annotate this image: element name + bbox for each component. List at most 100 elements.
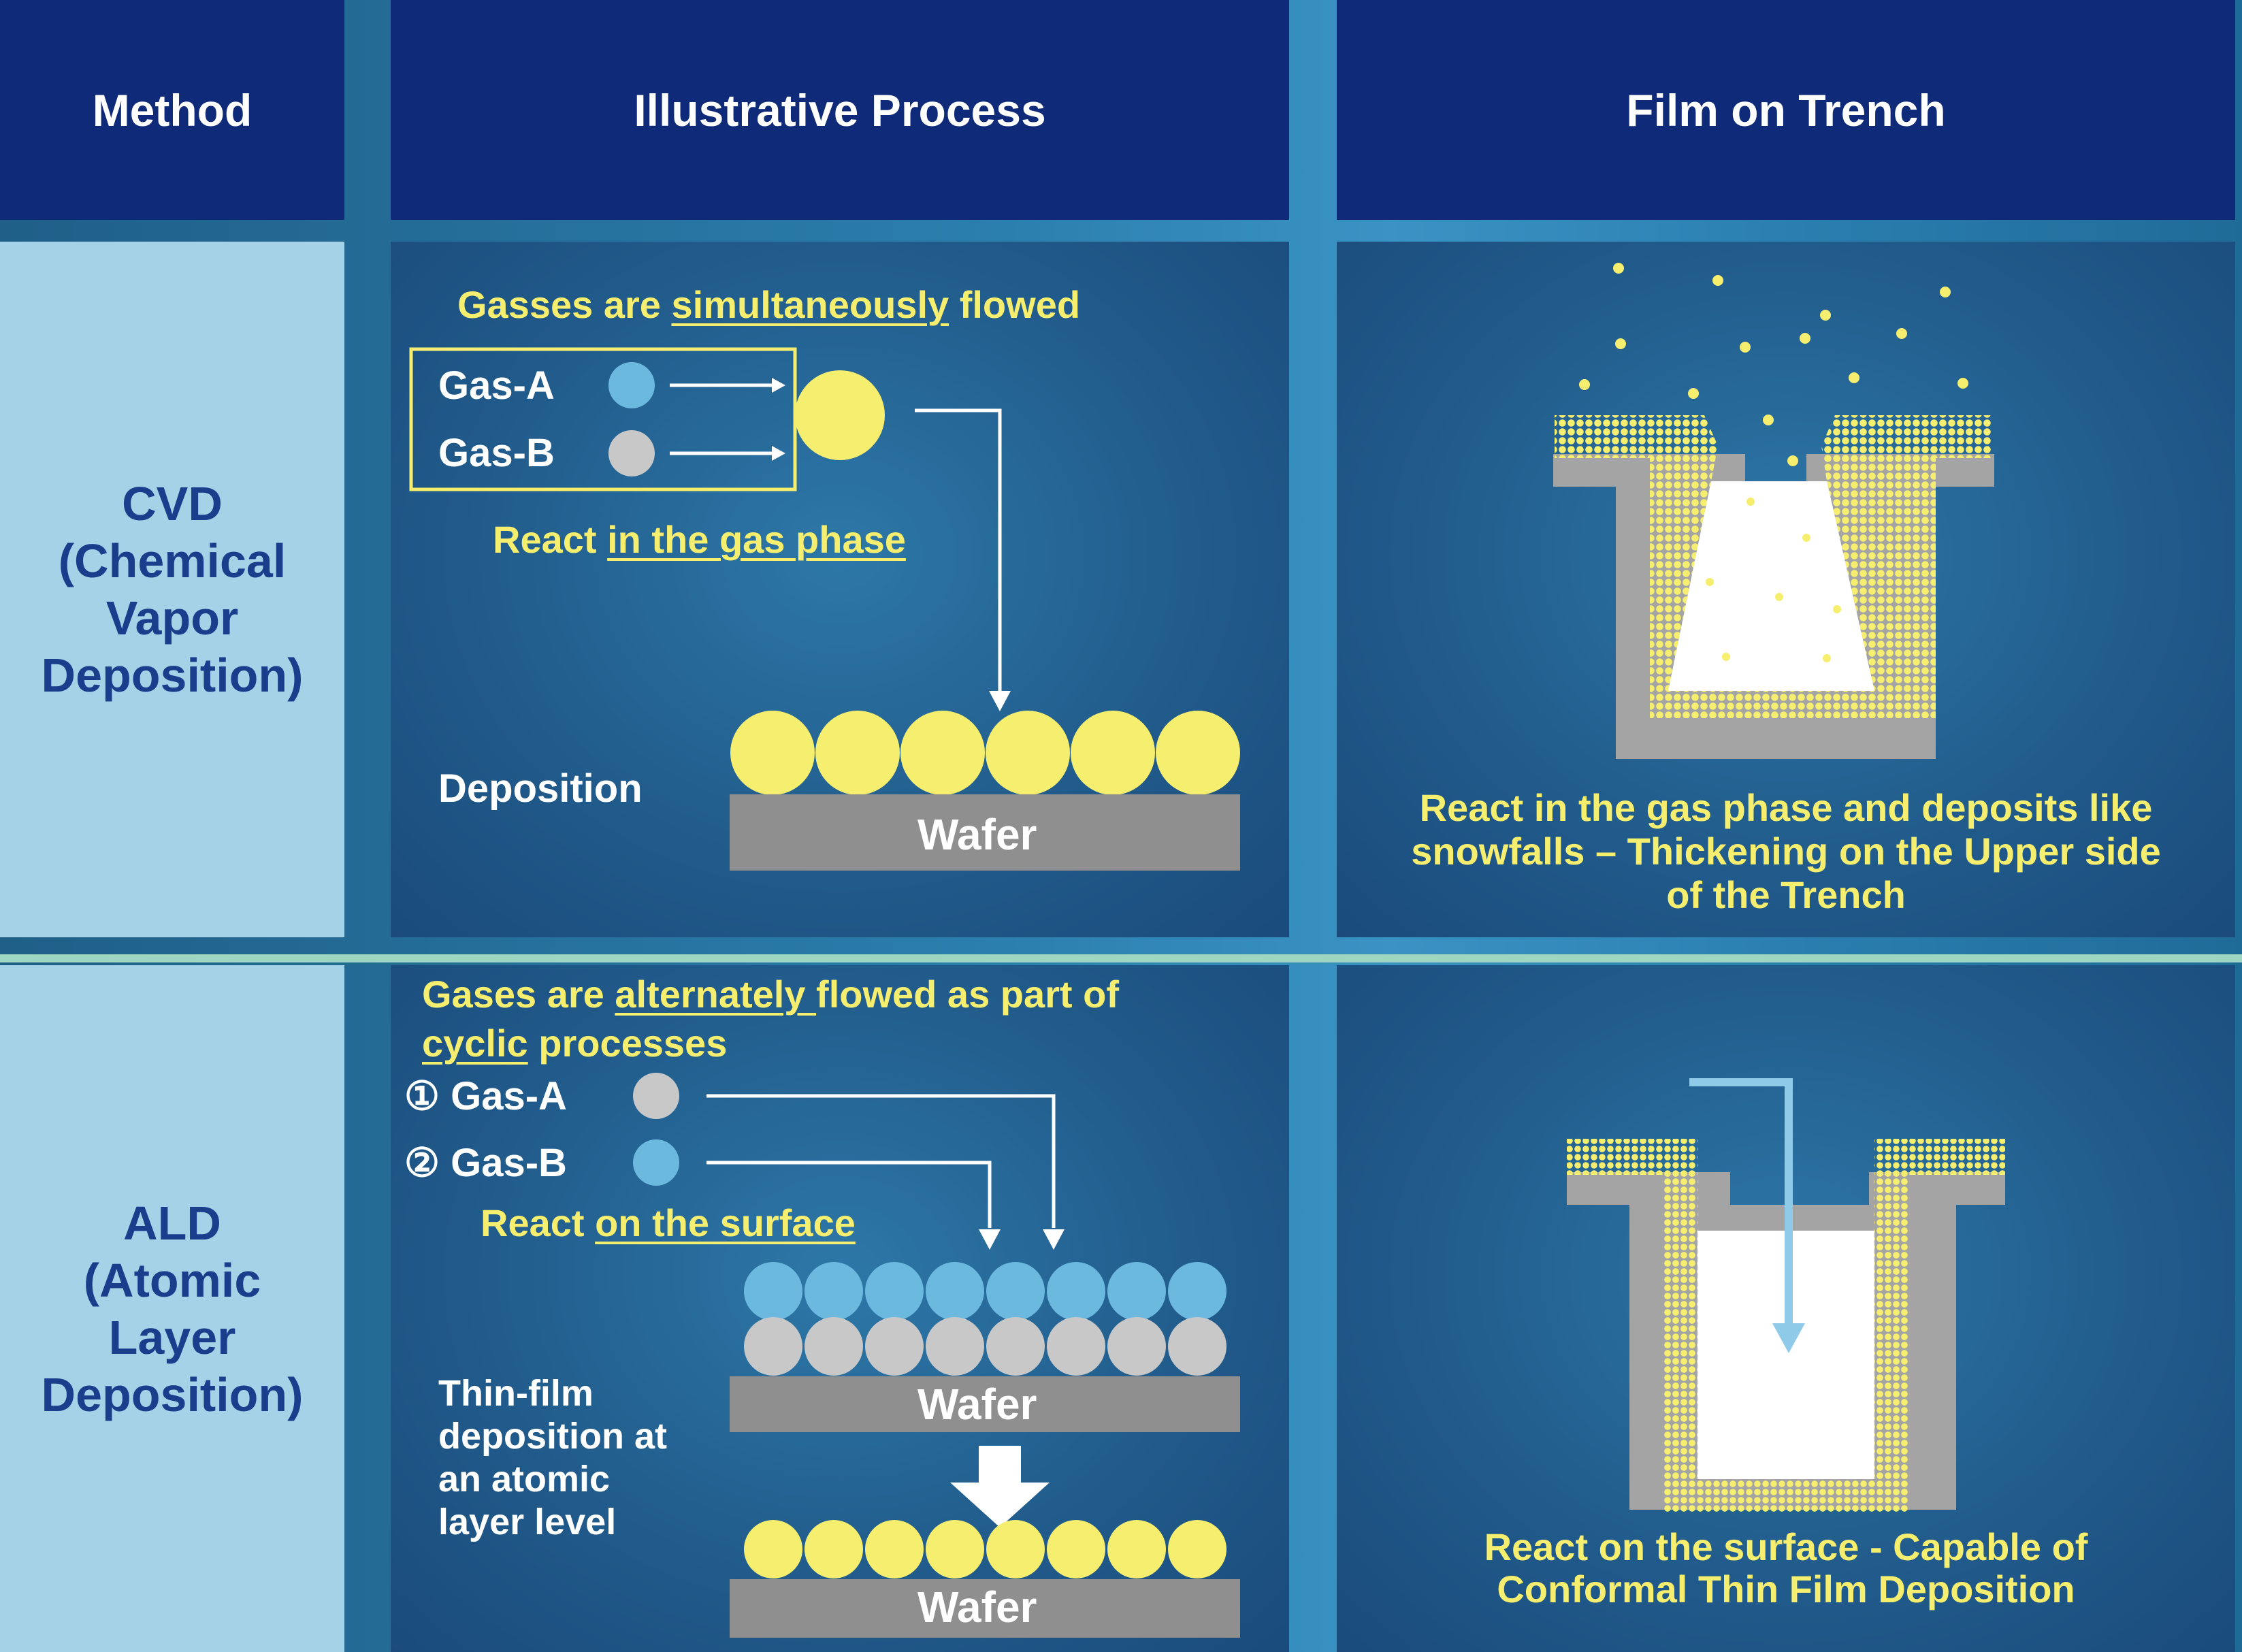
deposit-arrow <box>915 408 1002 692</box>
deposit-arrowhead <box>989 691 1011 711</box>
cvd-void-overlay <box>1668 481 1874 691</box>
gas-b-particle <box>744 1262 802 1321</box>
film-particle <box>1107 1520 1166 1578</box>
falling-particle <box>1706 578 1714 586</box>
ald-film-left-wall <box>1663 1175 1697 1495</box>
ald-cyclic-emphasis: cyclic <box>422 1022 528 1065</box>
method-ald-line: Layer <box>108 1310 236 1364</box>
cvd-film-caption-line: of the Trench <box>1666 873 1906 916</box>
ald-process-panel: Gases are alternately flowed as part of … <box>391 965 1289 1652</box>
ald-film-panel: React on the surface - Capable of Confor… <box>1337 965 2235 1652</box>
gas-b-molecule <box>608 430 655 476</box>
ald-react-pre: React <box>481 1201 596 1244</box>
cvd-deposit-film <box>1555 415 1992 718</box>
cvd-gas-b-label: Gas-B <box>438 431 555 475</box>
method-ald-label: ALD (Atomic Layer Deposition) <box>42 1195 304 1423</box>
gas-a-particle <box>1047 1317 1105 1376</box>
gas-b-particle <box>1168 1262 1226 1321</box>
deposited-particle <box>815 711 900 795</box>
gas-b-particle <box>865 1262 924 1321</box>
method-cvd-label: CVD (Chemical Vapor Deposition) <box>42 475 304 704</box>
header-process-label: Illustrative Process <box>634 84 1046 135</box>
gas-b-particle <box>805 1262 863 1321</box>
ald-flow-arrowhead <box>1772 1323 1805 1353</box>
cvd-react-emphasis: in the gas phase <box>607 518 906 561</box>
method-ald-line: Deposition) <box>41 1367 304 1421</box>
gas-b-arrowhead <box>772 446 785 461</box>
row-divider <box>0 954 2242 962</box>
gas-box <box>409 347 797 491</box>
cvd-flow-pre: Gasses are <box>457 283 672 326</box>
gas-a-molecule <box>633 1073 679 1119</box>
ald-step2-label: ② Gas-B <box>404 1141 567 1185</box>
gas-a-path <box>706 1094 1056 1228</box>
cvd-flow-post: flowed <box>949 283 1081 326</box>
ald-wafer-top-label: Wafer <box>917 1380 1037 1429</box>
ald-transform-arrow <box>950 1446 1050 1527</box>
cvd-flow-text: Gasses are simultaneously flowed <box>457 282 1080 327</box>
cvd-gas-a-label: Gas-A <box>438 363 555 408</box>
header-method-label: Method <box>92 84 253 135</box>
ald-film-caption-line: React on the surface - Capable of <box>1484 1525 2088 1568</box>
gas-b-molecule <box>633 1139 679 1186</box>
ald-wafer-bottom <box>730 1579 1240 1638</box>
gas-a-molecule <box>608 362 655 408</box>
falling-particle <box>1747 498 1755 506</box>
ald-step1-label: ① Gas-A <box>404 1074 567 1118</box>
ald-thin-film-line: an atomic <box>438 1459 611 1500</box>
gas-b-arrowhead <box>979 1229 1001 1250</box>
method-ald-line: ALD <box>123 1196 221 1250</box>
ald-wafer-bottom-label: Wafer <box>917 1583 1037 1632</box>
ald-flow-post: flowed as part of <box>816 973 1119 1016</box>
falling-particle <box>1763 415 1774 425</box>
cvd-react-text: React in the gas phase <box>493 517 906 562</box>
film-particle <box>865 1520 924 1578</box>
falling-particle <box>1613 263 1624 274</box>
ald-top-blue-layer <box>744 1262 1226 1321</box>
cvd-flow-emphasis: simultaneously <box>671 283 949 326</box>
cvd-wafer <box>730 794 1240 871</box>
cvd-react-pre: React <box>493 518 608 561</box>
gas-b-particle <box>1047 1262 1105 1321</box>
ald-flow-pre: Gases are <box>422 973 615 1016</box>
deposited-particle <box>1156 711 1240 795</box>
falling-particle <box>1579 379 1590 390</box>
falling-particle <box>1740 342 1751 353</box>
deposited-particle <box>1071 711 1155 795</box>
falling-particle <box>1802 534 1810 542</box>
cvd-film-panel: React in the gas phase and deposits like… <box>1337 242 2235 937</box>
film-particle <box>986 1520 1045 1578</box>
deposited-particle <box>986 711 1070 795</box>
method-cvd-line: CVD <box>122 477 223 530</box>
cvd-deposition-label: Deposition <box>438 766 643 811</box>
falling-particle <box>1957 378 1968 389</box>
ald-flow-line2: cyclic processes <box>422 1021 727 1065</box>
gas-b-particle <box>986 1262 1045 1321</box>
reacted-molecule <box>795 370 885 460</box>
method-cvd-line: Vapor <box>105 592 239 645</box>
gas-a-particle <box>1107 1317 1166 1376</box>
ald-trench-drawing <box>1567 1078 2005 1513</box>
ald-top-gray-layer <box>744 1317 1226 1376</box>
method-cvd-cell: CVD (Chemical Vapor Deposition) <box>0 242 344 937</box>
ald-result-layer <box>744 1520 1226 1578</box>
gas-a-particle <box>805 1317 863 1376</box>
gas-a-particle <box>744 1317 802 1376</box>
cvd-film-caption-line: React in the gas phase and deposits like <box>1419 786 2153 829</box>
deposited-particle <box>730 711 815 795</box>
ald-thin-film-label: Thin-film deposition at an atomic layer … <box>438 1372 667 1544</box>
falling-particle <box>1615 338 1626 349</box>
method-ald-line: (Atomic <box>83 1253 261 1307</box>
ald-react-text: React on the surface <box>481 1201 856 1245</box>
gas-a-arrowhead <box>1043 1229 1065 1250</box>
method-cvd-line: (Chemical <box>58 534 287 587</box>
header-process: Illustrative Process <box>391 0 1289 220</box>
film-particle <box>926 1520 984 1578</box>
ald-film-right-wall <box>1874 1175 1908 1495</box>
falling-particle <box>1712 275 1723 286</box>
ald-flow-line2-post: processes <box>527 1022 728 1065</box>
ald-flow-arrow <box>1689 1078 1793 1336</box>
falling-particle <box>1820 310 1831 321</box>
falling-particle <box>1688 388 1699 399</box>
